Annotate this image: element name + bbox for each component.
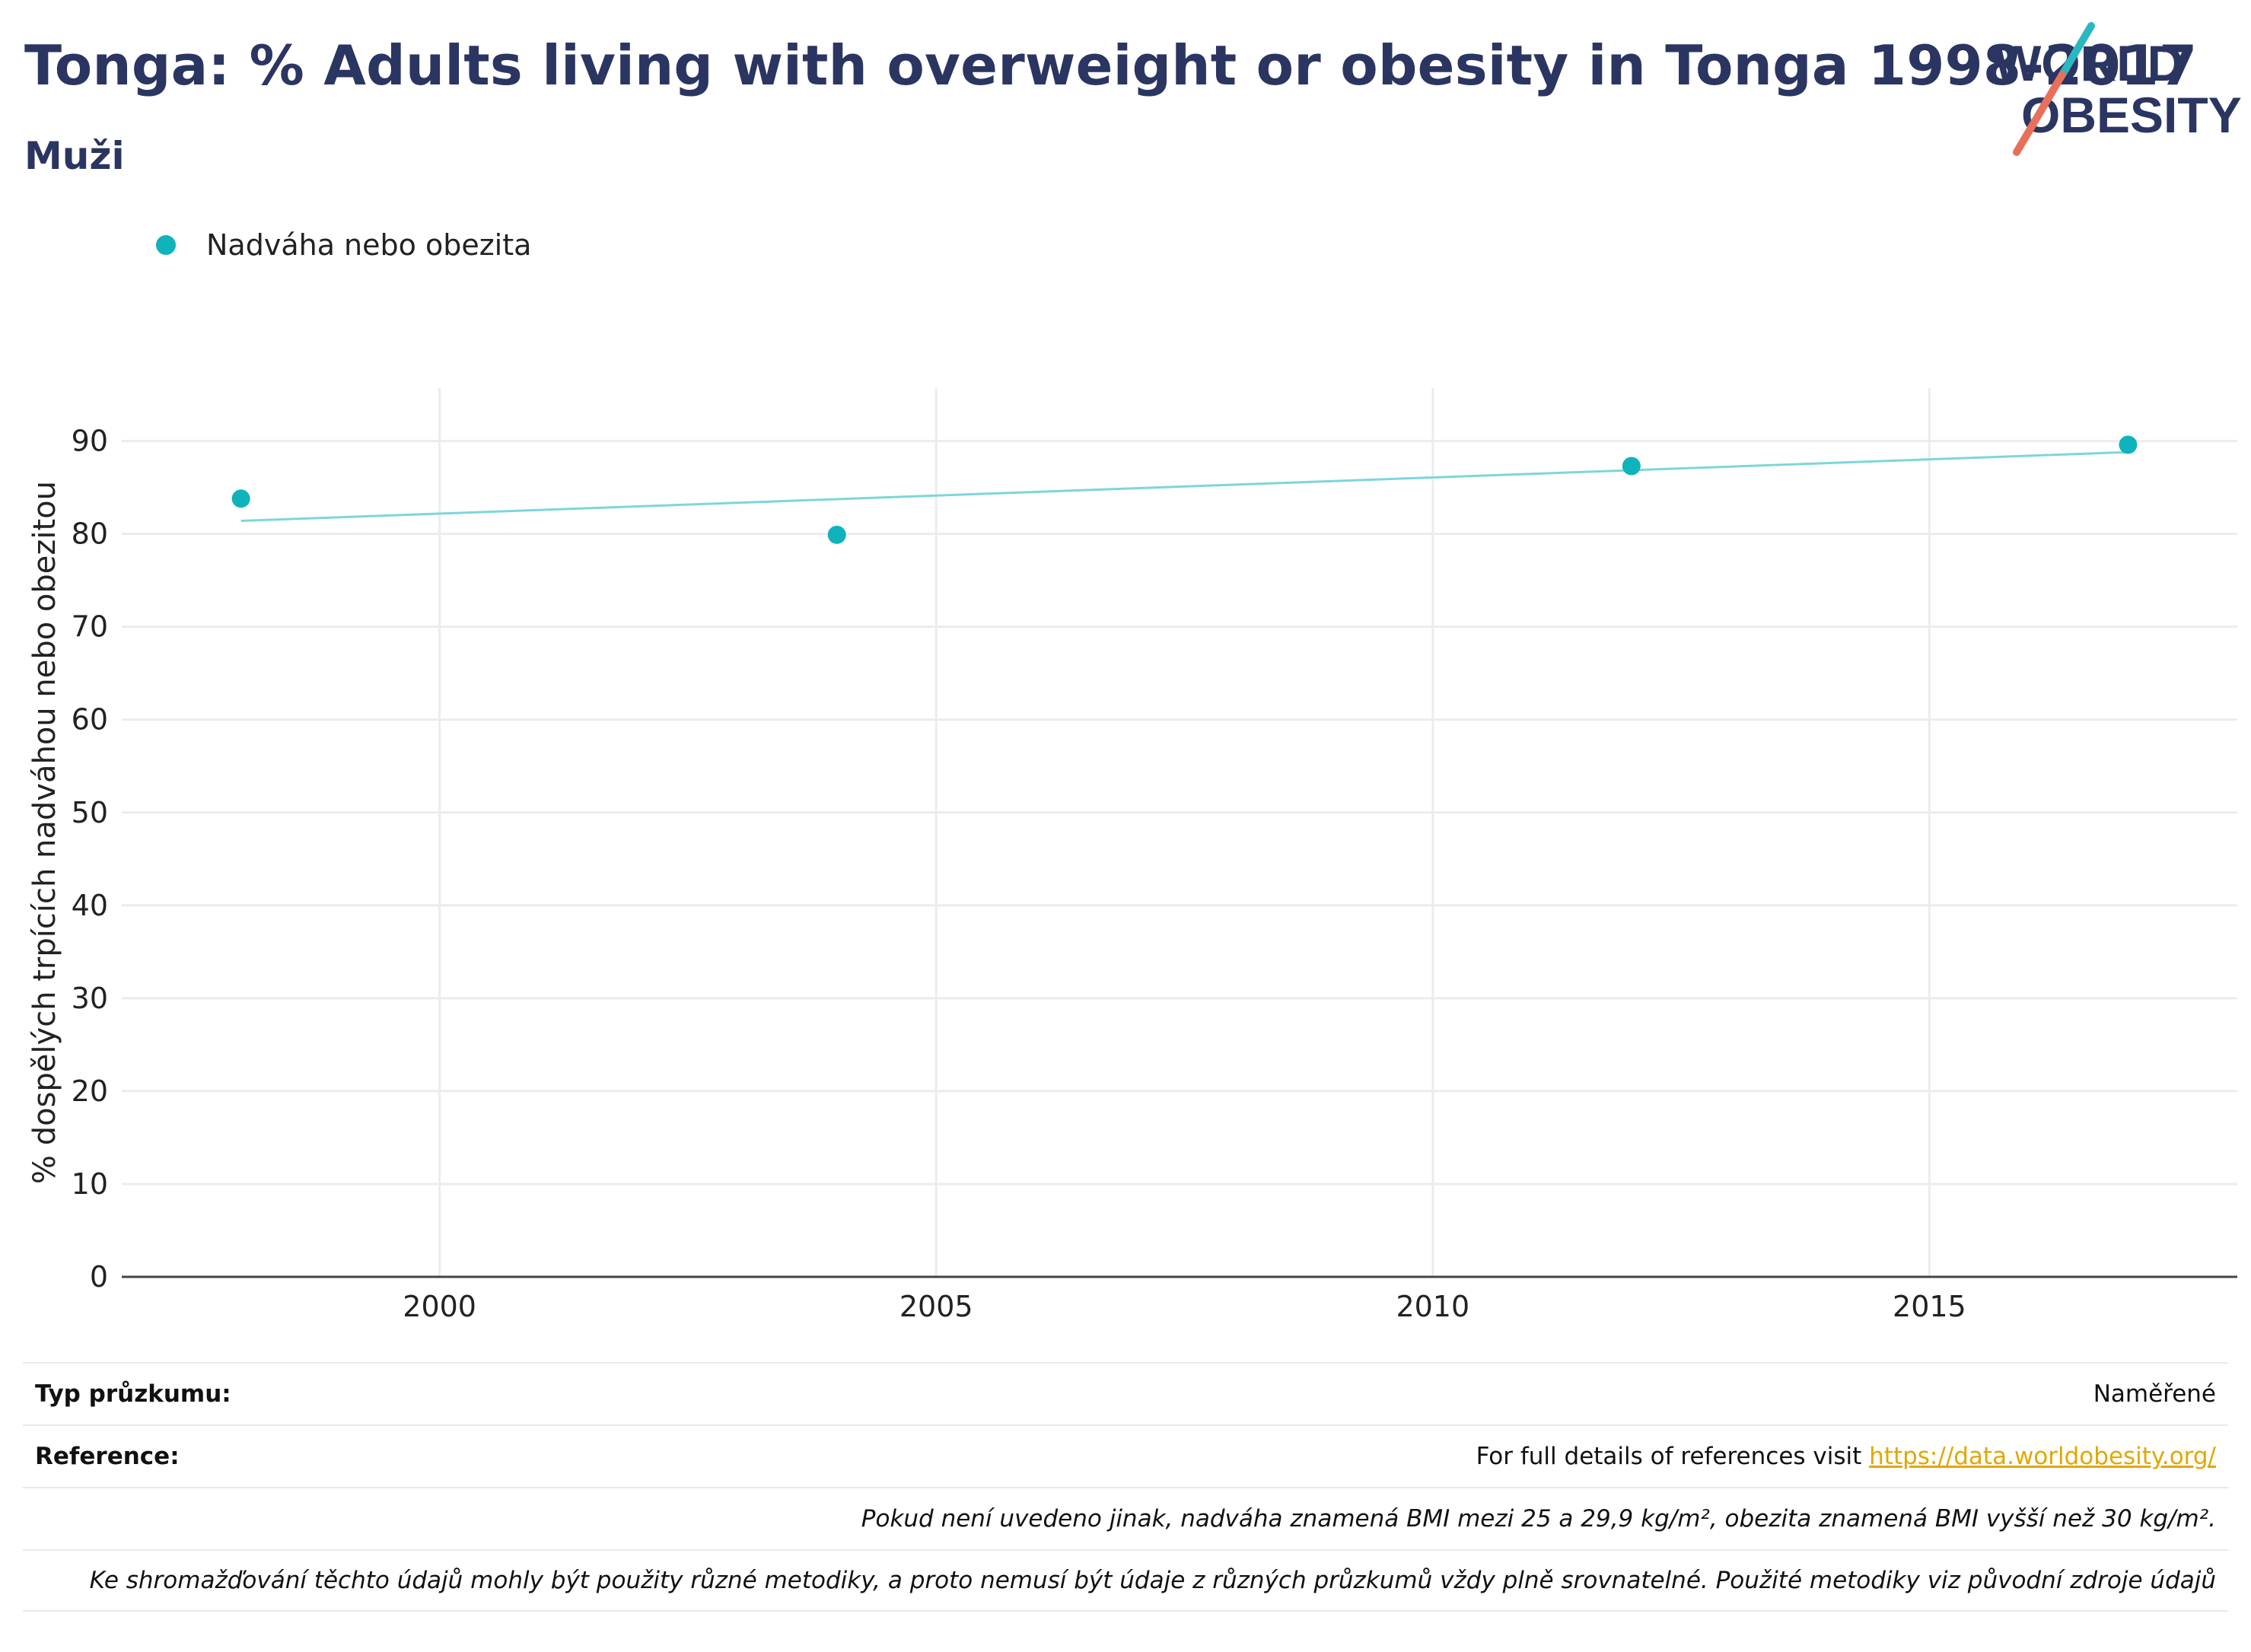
methodology-note: Ke shromažďování těchto údajů mohly být … (89, 1567, 2216, 1594)
legend-marker (156, 235, 176, 255)
y-tick-label: 0 (90, 1260, 108, 1294)
footer-row-note-bmi: Pokud není uvedeno jinak, nadváha znamen… (23, 1487, 2228, 1549)
bmi-definition-note: Pokud není uvedeno jinak, nadváha znamen… (861, 1505, 2216, 1533)
data-point (827, 525, 846, 544)
reference-link[interactable]: https://data.worldobesity.org/ (1869, 1443, 2216, 1470)
page-subtitle: Muži (24, 134, 125, 178)
y-tick-label: 20 (72, 1074, 108, 1108)
y-tick-label: 60 (72, 703, 108, 737)
page-title: Tonga: % Adults living with overweight o… (24, 33, 2198, 97)
x-tick-label: 2005 (899, 1290, 973, 1323)
reference-label: Reference: (35, 1443, 180, 1470)
footer-row-note-methods: Ke shromažďování těchto údajů mohly být … (23, 1549, 2228, 1612)
world-obesity-logo: WORLD OBESITY (1994, 22, 2242, 156)
survey-type-label: Typ průzkumu: (35, 1380, 231, 1408)
scatter-chart: 0 10 20 30 40 50 60 70 80 90 2000 2005 2010 2015 % dos… (27, 388, 2237, 1323)
y-tick-label: 40 (72, 889, 108, 922)
footer-row-reference: Reference: For full details of reference… (23, 1424, 2228, 1487)
x-tick-label: 2000 (403, 1290, 476, 1323)
y-tick-label: 30 (72, 982, 108, 1015)
y-tick-label: 90 (72, 425, 108, 458)
logo-text-top: WORLD (1994, 35, 2183, 91)
x-tick-label: 2015 (1893, 1290, 1966, 1323)
footer-table: Typ průzkumu: Naměřené Reference: For fu… (23, 1362, 2228, 1612)
survey-type-value: Naměřené (2093, 1380, 2216, 1408)
y-tick-label: 80 (72, 517, 108, 551)
x-tick-label: 2010 (1396, 1290, 1469, 1323)
trend-line (240, 450, 2128, 523)
footer-row-survey: Typ průzkumu: Naměřené (23, 1362, 2228, 1424)
data-point (2119, 435, 2138, 454)
data-point (1622, 457, 1641, 476)
legend-label: Nadváha nebo obezita (206, 228, 532, 262)
legend: Nadváha nebo obezita (156, 228, 531, 262)
y-tick-label: 10 (72, 1167, 108, 1201)
reference-value: For full details of references visit htt… (1476, 1443, 2216, 1470)
data-point (231, 489, 250, 508)
y-tick-label: 70 (72, 610, 108, 644)
logo-text-bottom: OBESITY (2021, 87, 2242, 143)
y-tick-label: 50 (72, 796, 108, 829)
reference-text: For full details of references visit (1476, 1443, 1870, 1470)
y-axis-label: % dospělých trpících nadváhou nebo obezi… (27, 481, 62, 1184)
